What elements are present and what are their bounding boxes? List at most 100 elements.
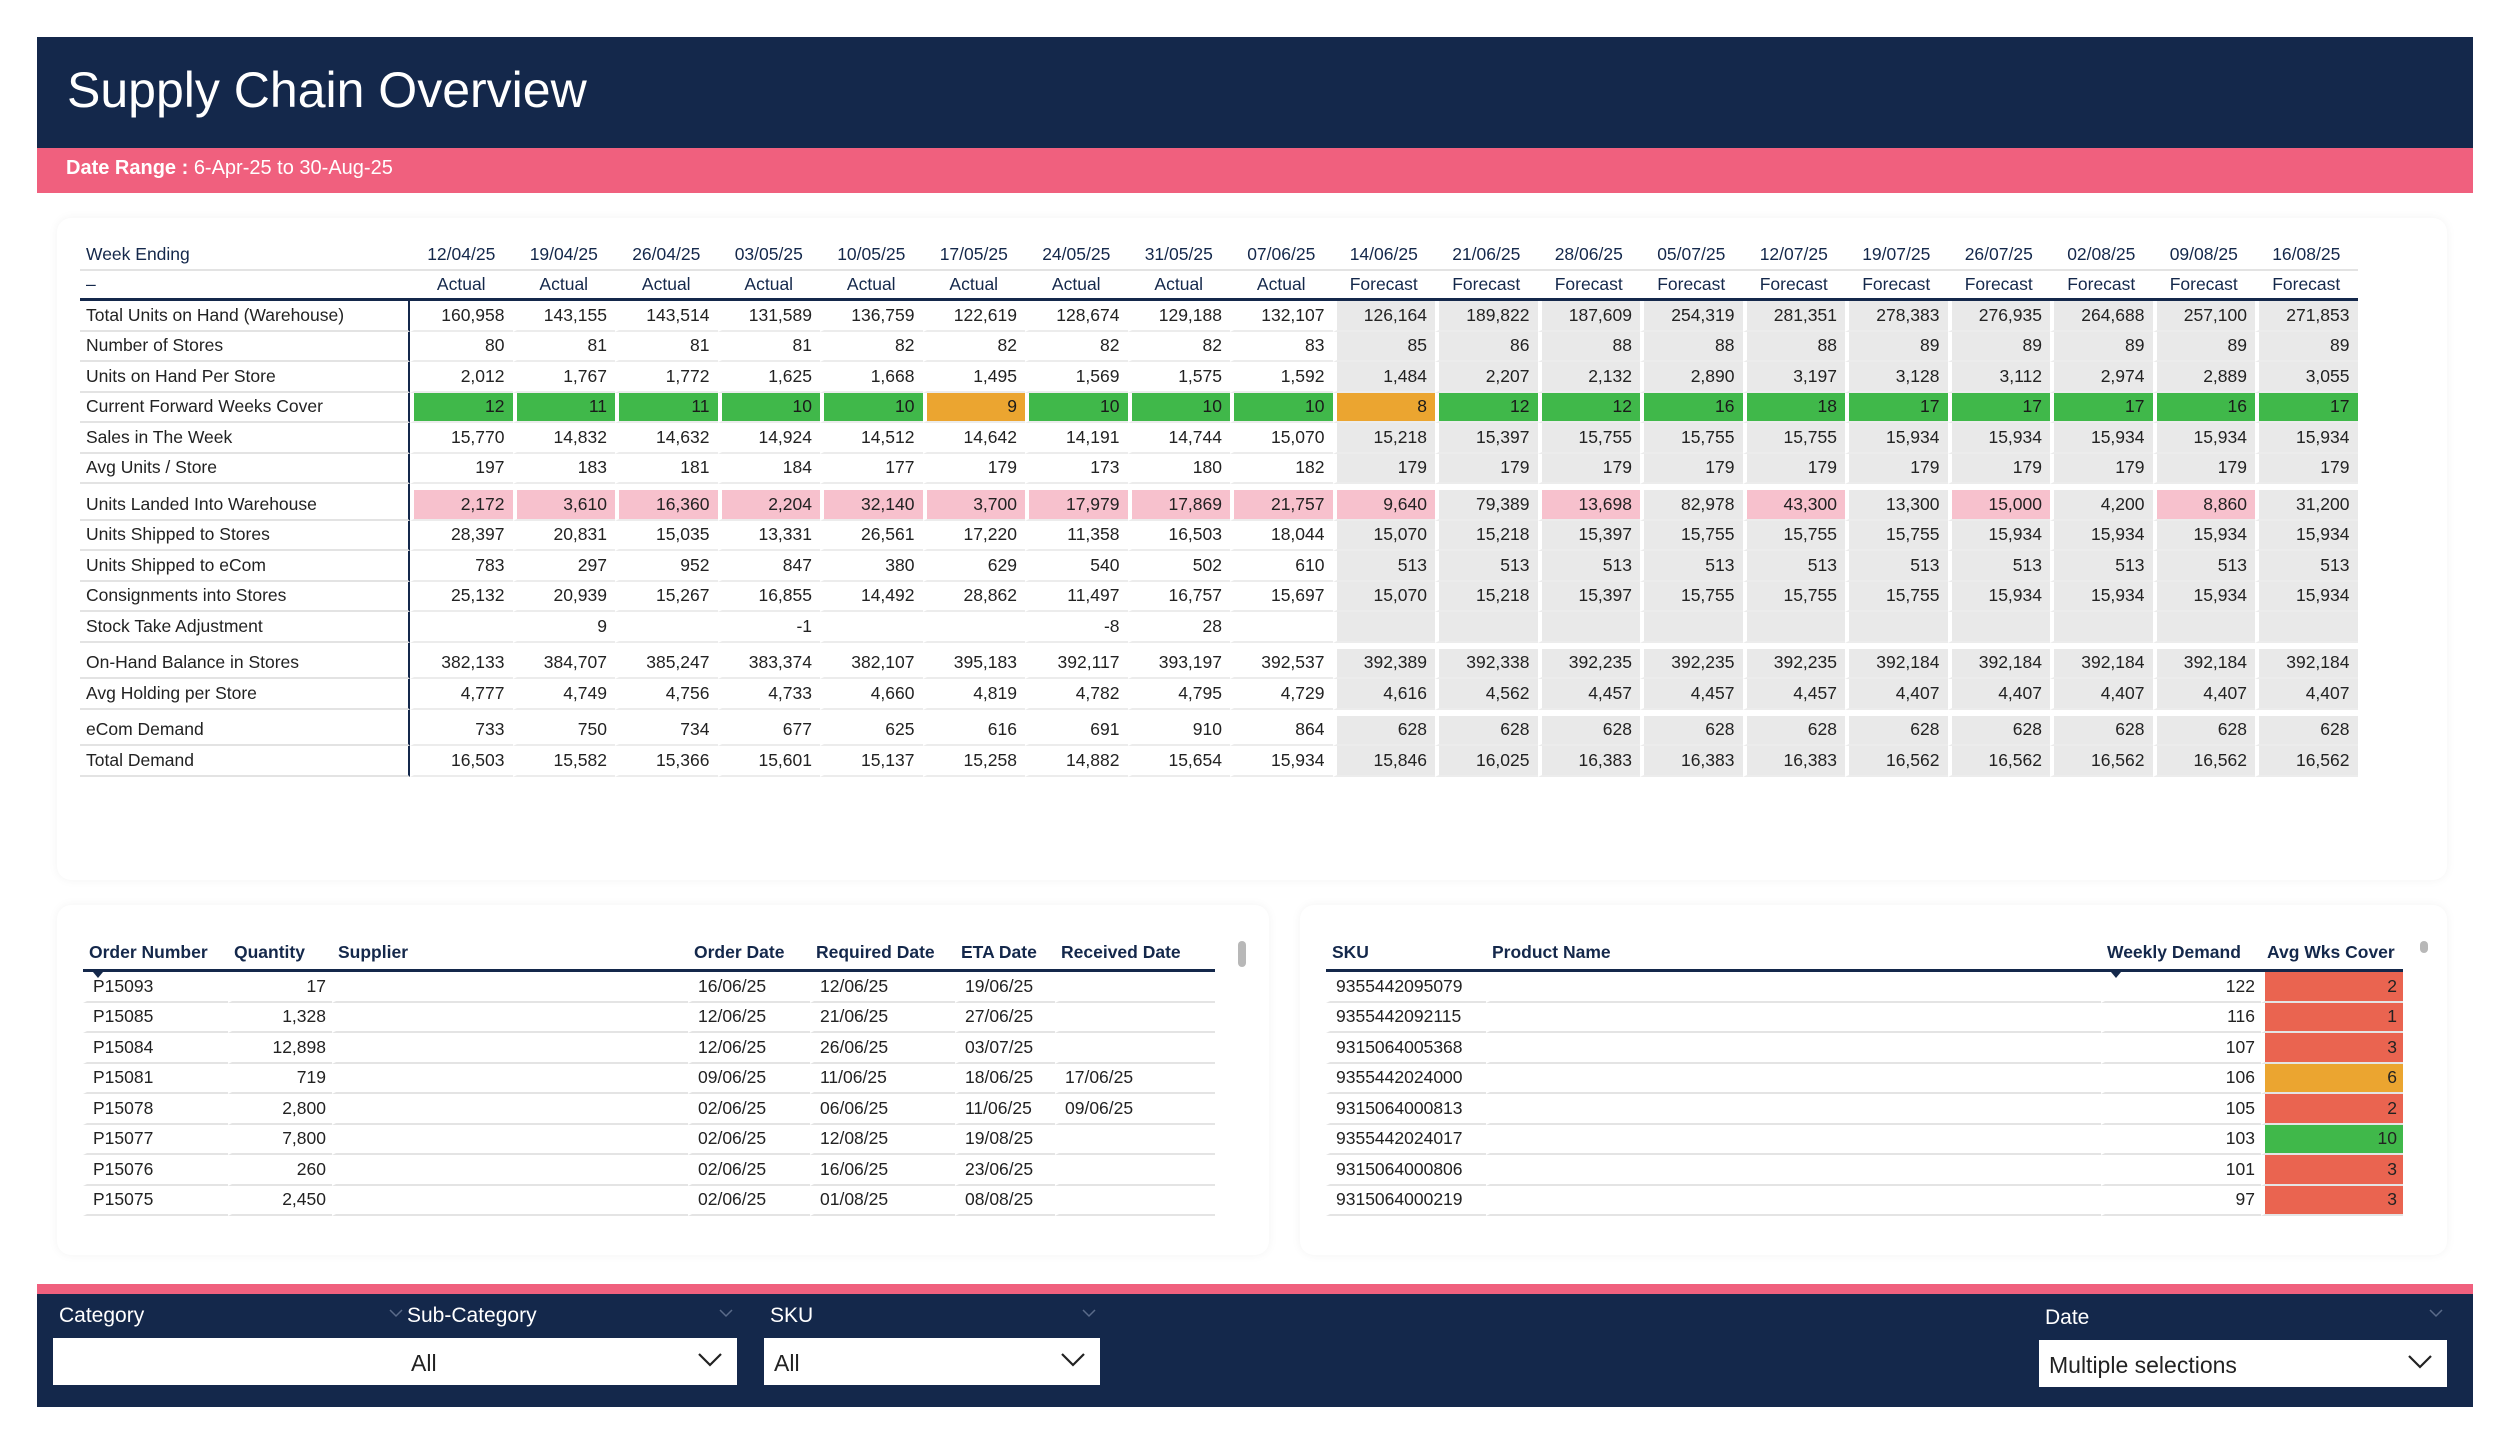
week-type-header: Actual: [1230, 271, 1333, 301]
table-row[interactable]: P15075 2,450 02/06/25 01/08/25 08/08/25: [83, 1185, 1215, 1216]
table-row[interactable]: 9315064005368 107 3: [1326, 1033, 2403, 1064]
orders-col-header[interactable]: Supplier: [332, 936, 688, 972]
orders-cell: 02/06/25: [688, 1155, 810, 1186]
pivot-cell: 81: [512, 331, 615, 362]
week-date-header[interactable]: 31/05/25: [1127, 240, 1230, 271]
category-input[interactable]: [53, 1338, 409, 1385]
pivot-cell: 15,934: [2152, 423, 2255, 454]
gap-cell: [717, 642, 821, 649]
table-row[interactable]: 9355442095079 122 2: [1326, 972, 2403, 1003]
table-row[interactable]: P15093 17 16/06/25 12/06/25 19/06/25: [83, 972, 1215, 1003]
gap-cell: [410, 709, 513, 716]
chevron-down-icon[interactable]: [389, 1308, 403, 1318]
pivot-cell: 16,025: [1435, 746, 1538, 777]
gap-cell: [2255, 709, 2358, 716]
week-type-header: Forecast: [2050, 271, 2153, 301]
week-date-header[interactable]: 03/05/25: [717, 240, 820, 271]
week-date-header[interactable]: 07/06/25: [1230, 240, 1333, 271]
orders-col-header[interactable]: Order Number: [83, 936, 228, 978]
week-date-header[interactable]: 26/07/25: [1947, 240, 2050, 271]
orders-scrollbar[interactable]: [1238, 941, 1246, 967]
avg-wks-cover-cell: 3: [2261, 1155, 2403, 1186]
chevron-down-icon[interactable]: [2429, 1308, 2443, 1318]
week-date-header[interactable]: 24/05/25: [1025, 240, 1128, 271]
sku-card: [1300, 905, 2447, 1255]
pivot-cell: [1435, 612, 1538, 643]
orders-col-header[interactable]: Required Date: [810, 936, 955, 972]
week-type-header: Actual: [615, 271, 718, 301]
pivot-cell: 4,782: [1025, 679, 1128, 710]
week-date-header[interactable]: 17/05/25: [922, 240, 1025, 271]
pivot-cell: 179: [922, 453, 1025, 484]
pivot-cell: 15,755: [1845, 581, 1948, 612]
gap-cell: [1845, 709, 1948, 716]
pivot-cell: 1,484: [1332, 362, 1435, 393]
date-dropdown[interactable]: Multiple selections: [2039, 1340, 2447, 1387]
week-type-header: Forecast: [1332, 271, 1435, 301]
sku-scrollbar[interactable]: [2420, 941, 2428, 953]
week-date-header[interactable]: 28/06/25: [1537, 240, 1640, 271]
pivot-cell: 16,562: [2050, 746, 2153, 777]
week-date-header[interactable]: 12/07/25: [1742, 240, 1845, 271]
orders-cell: [1055, 972, 1215, 1003]
subcategory-value: All: [411, 1350, 437, 1376]
pivot-cell: 691: [1025, 715, 1128, 746]
week-date-header[interactable]: 12/04/25: [410, 240, 513, 271]
pivot-cell: [1640, 612, 1743, 643]
week-date-header[interactable]: 09/08/25: [2152, 240, 2255, 271]
week-date-header[interactable]: 19/07/25: [1845, 240, 1948, 271]
sku-dropdown[interactable]: All: [764, 1338, 1100, 1385]
week-ending-header[interactable]: Week Ending: [80, 240, 410, 271]
sku-col-header[interactable]: Weekly Demand: [2101, 936, 2261, 978]
week-date-header[interactable]: 26/04/25: [615, 240, 718, 271]
subcategory-dropdown[interactable]: All: [401, 1338, 737, 1385]
sku-col-header[interactable]: Product Name: [1486, 936, 2101, 972]
pivot-row: Stock Take Adjustment 9 -1 -8 28: [80, 612, 2358, 643]
pivot-cell: 4,407: [2255, 679, 2358, 710]
pivot-cell: 89: [1947, 331, 2050, 362]
week-date-header[interactable]: 14/06/25: [1332, 240, 1435, 271]
pivot-cell: 16,562: [1947, 746, 2050, 777]
week-date-header[interactable]: 10/05/25: [820, 240, 923, 271]
orders-col-header[interactable]: Quantity: [228, 936, 332, 972]
orders-col-header[interactable]: Order Date: [688, 936, 810, 972]
pivot-cell: 392,338: [1435, 648, 1538, 679]
week-date-header[interactable]: 05/07/25: [1640, 240, 1743, 271]
week-date-header[interactable]: 21/06/25: [1435, 240, 1538, 271]
table-row[interactable]: P15085 1,328 12/06/25 21/06/25 27/06/25: [83, 1002, 1215, 1033]
product-name-cell: [1486, 1124, 2101, 1155]
table-row[interactable]: 9315064000219 97 3: [1326, 1185, 2403, 1216]
sku-col-header[interactable]: Avg Wks Cover: [2261, 936, 2403, 972]
table-row[interactable]: P15078 2,800 02/06/25 06/06/25 11/06/25 09/06…: [83, 1094, 1215, 1125]
chevron-down-icon[interactable]: [1082, 1308, 1096, 1318]
table-row[interactable]: P15077 7,800 02/06/25 12/08/25 19/08/25: [83, 1124, 1215, 1155]
table-row[interactable]: 9315064000806 101 3: [1326, 1155, 2403, 1186]
table-row[interactable]: P15084 12,898 12/06/25 26/06/25 03/07/25: [83, 1033, 1215, 1064]
pivot-cell: 82: [922, 331, 1025, 362]
week-type-header: Actual: [1127, 271, 1230, 301]
category-label: Category: [59, 1304, 145, 1327]
pivot-cell: 18,044: [1230, 520, 1333, 551]
table-row[interactable]: 9355442092115 116 1: [1326, 1002, 2403, 1033]
gap-cell: [1845, 642, 1948, 649]
orders-cell: 21/06/25: [810, 1002, 955, 1033]
table-row[interactable]: P15076 260 02/06/25 16/06/25 23/06/25: [83, 1155, 1215, 1186]
chevron-down-icon[interactable]: [719, 1308, 733, 1318]
week-date-header[interactable]: 19/04/25: [512, 240, 615, 271]
table-row[interactable]: 9355442024017 103 10: [1326, 1124, 2403, 1155]
product-name-cell: [1486, 1094, 2101, 1125]
pivot-cell: 4,733: [717, 679, 820, 710]
orders-cell: [1055, 1185, 1215, 1216]
week-date-header[interactable]: 16/08/25: [2255, 240, 2358, 271]
pivot-row-label: On-Hand Balance in Stores: [80, 648, 410, 679]
expand-toggle[interactable]: –: [80, 271, 410, 301]
gap-cell: [2050, 709, 2153, 716]
table-row[interactable]: P15081 719 09/06/25 11/06/25 18/06/25 17/06/2…: [83, 1063, 1215, 1094]
orders-col-header[interactable]: ETA Date: [955, 936, 1055, 972]
table-row[interactable]: 9355442024000 106 6: [1326, 1063, 2403, 1094]
sku-col-header[interactable]: SKU: [1326, 936, 1486, 972]
table-row[interactable]: 9315064000813 105 2: [1326, 1094, 2403, 1125]
pivot-header-row-types: – Actual Actual Actual Actual Actual Actual Act…: [80, 271, 2358, 301]
week-date-header[interactable]: 02/08/25: [2050, 240, 2153, 271]
orders-col-header[interactable]: Received Date: [1055, 936, 1215, 972]
